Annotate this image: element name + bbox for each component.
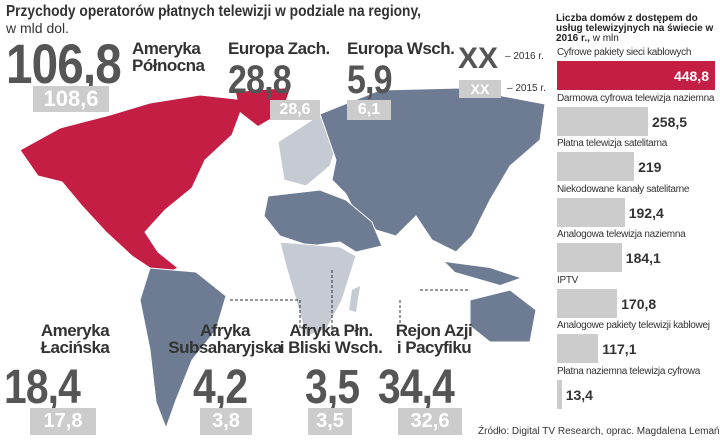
bar-value: 184,1 [625,250,661,266]
bar-value: 258,5 [652,113,688,130]
region-name: Europa Wsch. [347,39,455,58]
bar [557,334,599,363]
bar [557,243,622,272]
value-2016: 5,9 [347,58,393,102]
bar-value: 170,8 [621,295,657,312]
value-2016: 34,4 [378,361,455,414]
region-name: Afryka Subsaharyjska [168,321,282,357]
value-2016: 28,8 [228,58,292,102]
value-2015: 17,8 [30,408,96,435]
bar-label: Niekodowane kanały satelitarne [557,183,690,195]
value-2015: 28,6 [270,100,320,120]
north-america [19,94,246,277]
bar-chart-header: Liczba domów z dostępem do usług telewiz… [556,4,716,44]
bar [557,197,625,227]
value-2016: 18,4 [4,361,81,414]
region-name: Rejon Azji i Pacyfiku [395,321,473,357]
region-name: Afryka Płn. i Bliski Wsch. [279,321,383,357]
bar-label: Analogowe pakiety telewizji kablowej [557,320,710,331]
title: Przychody operatorów płatnych telewizji … [6,3,421,20]
bar-value: 13,4 [565,386,593,403]
bar-value: 219 [638,159,662,175]
eastern-europe-asia [319,87,546,253]
madagascar [349,286,360,312]
region-name: Ameryka Północna [132,39,205,75]
bar [557,379,562,409]
value-2016: 3,5 [305,361,360,414]
bar-label: IPTV [557,274,579,286]
region-name: Ameryka Łacińska [40,321,110,357]
bar-chart-title: Liczba domów z dostępem do usług telewiz… [556,13,714,44]
value-2016: 4,2 [193,361,248,414]
bar-chart-unit: w mln [592,33,619,44]
sub-saharan-africa [279,241,357,337]
bar-label: Darmowa cyfrowa telewizja naziemna [557,92,715,104]
bar-label: Płatna telewizja satelitarna [557,138,667,149]
bar [557,152,635,181]
leader-lines [230,270,470,330]
south-america [139,267,227,430]
bar [557,106,648,136]
region-name: Europa Zach. [228,39,330,58]
greenland [236,88,290,126]
bar [557,61,715,90]
value-2015: 6,1 [347,100,391,120]
bar-label: Analogowa telewizja naziemna [557,229,686,240]
indonesia [445,262,520,285]
value-2015: 3,5 [308,408,352,435]
value-2015: 32,6 [398,408,462,435]
bar-label: Cyfrowe pakiety sieci kablowych [557,47,692,58]
bar-value: 448,8 [673,68,709,84]
bar-value: 117,1 [602,341,637,357]
value-2015: 108,6 [33,86,109,112]
bar-value: 192,4 [628,204,664,221]
value-2016: 106,8 [6,32,122,95]
source: Źródło: Digital TV Research, oprac. Magd… [478,426,720,437]
legend-sample-2015: XX [459,80,501,98]
north-africa-middle-east [263,189,383,253]
value-2015: 3,8 [200,408,252,435]
legend-label-2016: – 2016 r. [505,51,544,62]
bar [557,288,618,318]
bar-label: Płatna naziemna telewizja cyfrowa [557,365,700,377]
legend-label-2015: – 2015 r. [507,83,546,94]
subtitle: w mld dol. [6,20,70,36]
legend-sample-2016: XX [458,42,499,75]
australia [469,289,537,343]
